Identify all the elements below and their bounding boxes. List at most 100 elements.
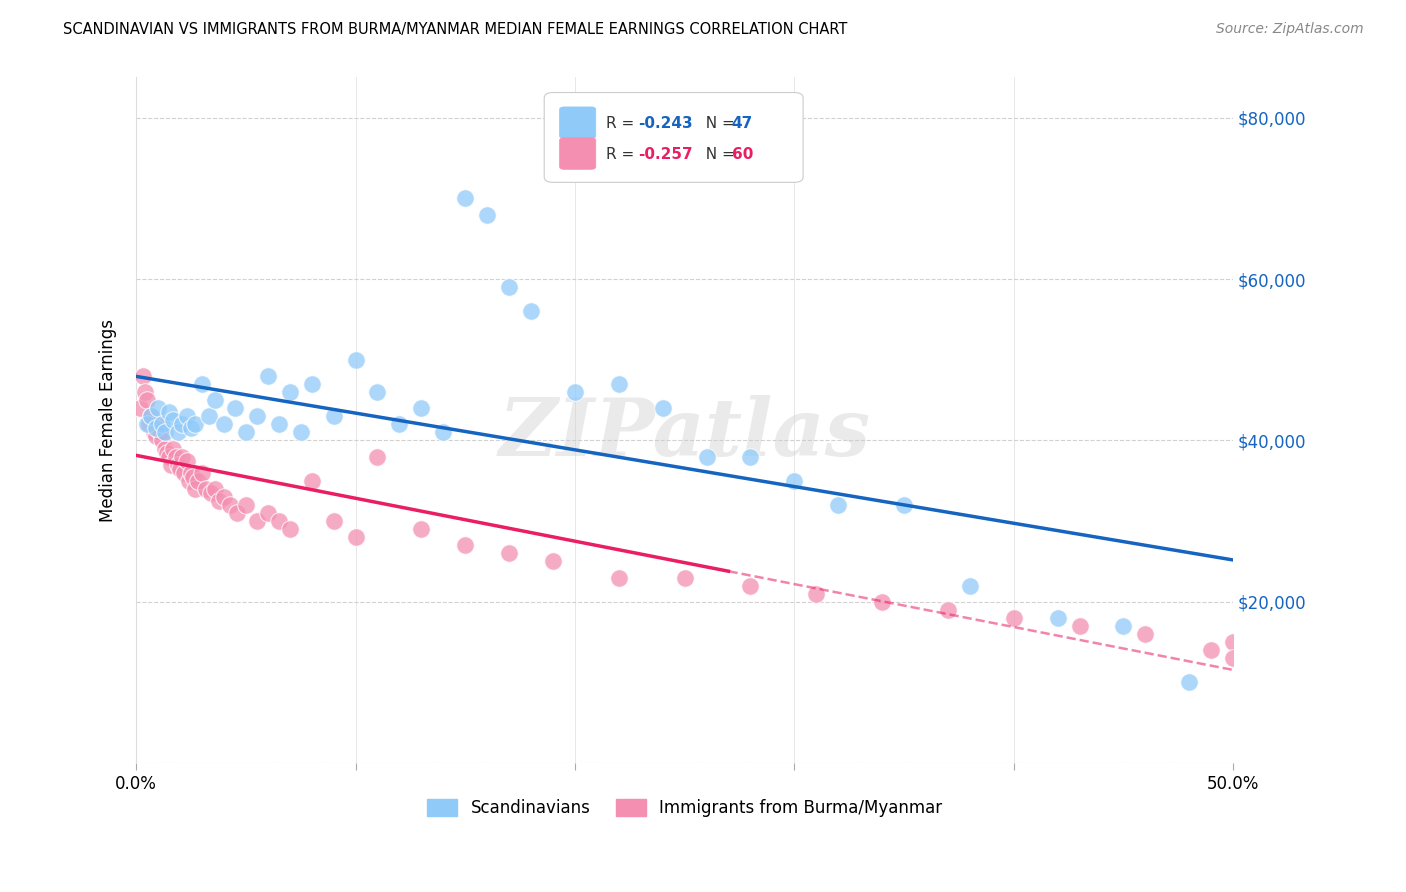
Point [301,376,323,391]
Point [1135,627,1157,641]
Point [142,425,165,440]
Point [181,469,204,483]
Point [180,466,202,480]
Point [388,417,411,432]
Point [290,425,312,440]
Point [651,401,673,416]
Point [162,442,184,456]
Text: Source: ZipAtlas.com: Source: ZipAtlas.com [1216,22,1364,37]
Point [145,421,167,435]
Point [673,571,696,585]
Point [177,474,200,488]
Point [959,579,981,593]
Text: R =: R = [606,147,638,161]
Point [129,401,152,416]
Point [204,482,226,496]
Point [870,595,893,609]
Point [157,450,180,464]
Point [197,409,219,424]
Point [149,425,172,440]
Point [366,385,388,400]
Point [173,466,195,480]
Point [322,409,344,424]
Point [936,603,959,617]
Point [138,417,160,432]
Point [564,385,586,400]
Point [157,405,180,419]
Text: R =: R = [606,116,638,131]
Point [256,368,278,383]
Point [172,417,194,432]
Point [166,425,188,440]
Point [176,409,198,424]
Point [152,434,174,448]
Point [893,498,915,512]
Point [162,413,184,427]
Point [498,280,520,294]
Point [267,514,290,528]
Point [208,494,231,508]
Point [212,417,235,432]
Point [366,450,388,464]
Point [246,409,269,424]
Point [180,421,202,435]
Point [256,506,278,520]
Text: N =: N = [696,116,740,131]
Point [278,385,301,400]
Point [141,409,163,424]
Point [184,417,207,432]
Point [344,530,367,544]
Point [1046,611,1069,625]
Text: 60: 60 [731,147,754,161]
Point [1222,651,1244,665]
Point [1002,611,1025,625]
Point [740,579,762,593]
Point [454,191,477,205]
Point [607,376,630,391]
Point [191,376,214,391]
Point [541,554,564,568]
Point [278,522,301,536]
Point [146,417,169,432]
Point [498,546,520,560]
Point [200,486,222,500]
Point [166,458,188,472]
Point [160,458,183,472]
Point [1178,675,1201,690]
Point [145,429,167,443]
Point [226,506,249,520]
Point [454,538,477,552]
Point [176,453,198,467]
Point [191,466,214,480]
Point [136,393,159,408]
Point [153,425,176,440]
Point [301,474,323,488]
Point [806,587,828,601]
Text: -0.257: -0.257 [638,147,693,161]
Point [224,401,246,416]
Point [322,514,344,528]
Point [141,409,163,424]
Point [696,450,718,464]
Point [169,461,191,475]
Point [184,482,207,496]
Point [235,498,257,512]
Point [344,352,367,367]
Point [432,425,454,440]
Point [1222,635,1244,649]
Point [134,385,156,400]
Point [187,474,209,488]
Point [411,522,433,536]
Point [607,571,630,585]
Point [204,393,226,408]
Point [740,450,762,464]
Point [1069,619,1091,633]
Point [246,514,269,528]
Point [475,208,498,222]
Text: -0.243: -0.243 [638,116,693,131]
Text: SCANDINAVIAN VS IMMIGRANTS FROM BURMA/MYANMAR MEDIAN FEMALE EARNINGS CORRELATION: SCANDINAVIAN VS IMMIGRANTS FROM BURMA/MY… [63,22,848,37]
Legend: Scandinavians, Immigrants from Burma/Myanmar: Scandinavians, Immigrants from Burma/Mya… [420,792,949,823]
Point [152,417,174,432]
Point [146,401,169,416]
Point [235,425,257,440]
